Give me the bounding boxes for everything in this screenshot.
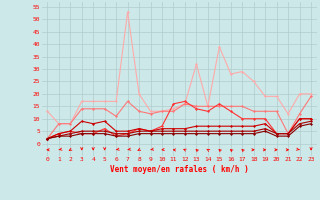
X-axis label: Vent moyen/en rafales ( km/h ): Vent moyen/en rafales ( km/h ) [110,165,249,174]
